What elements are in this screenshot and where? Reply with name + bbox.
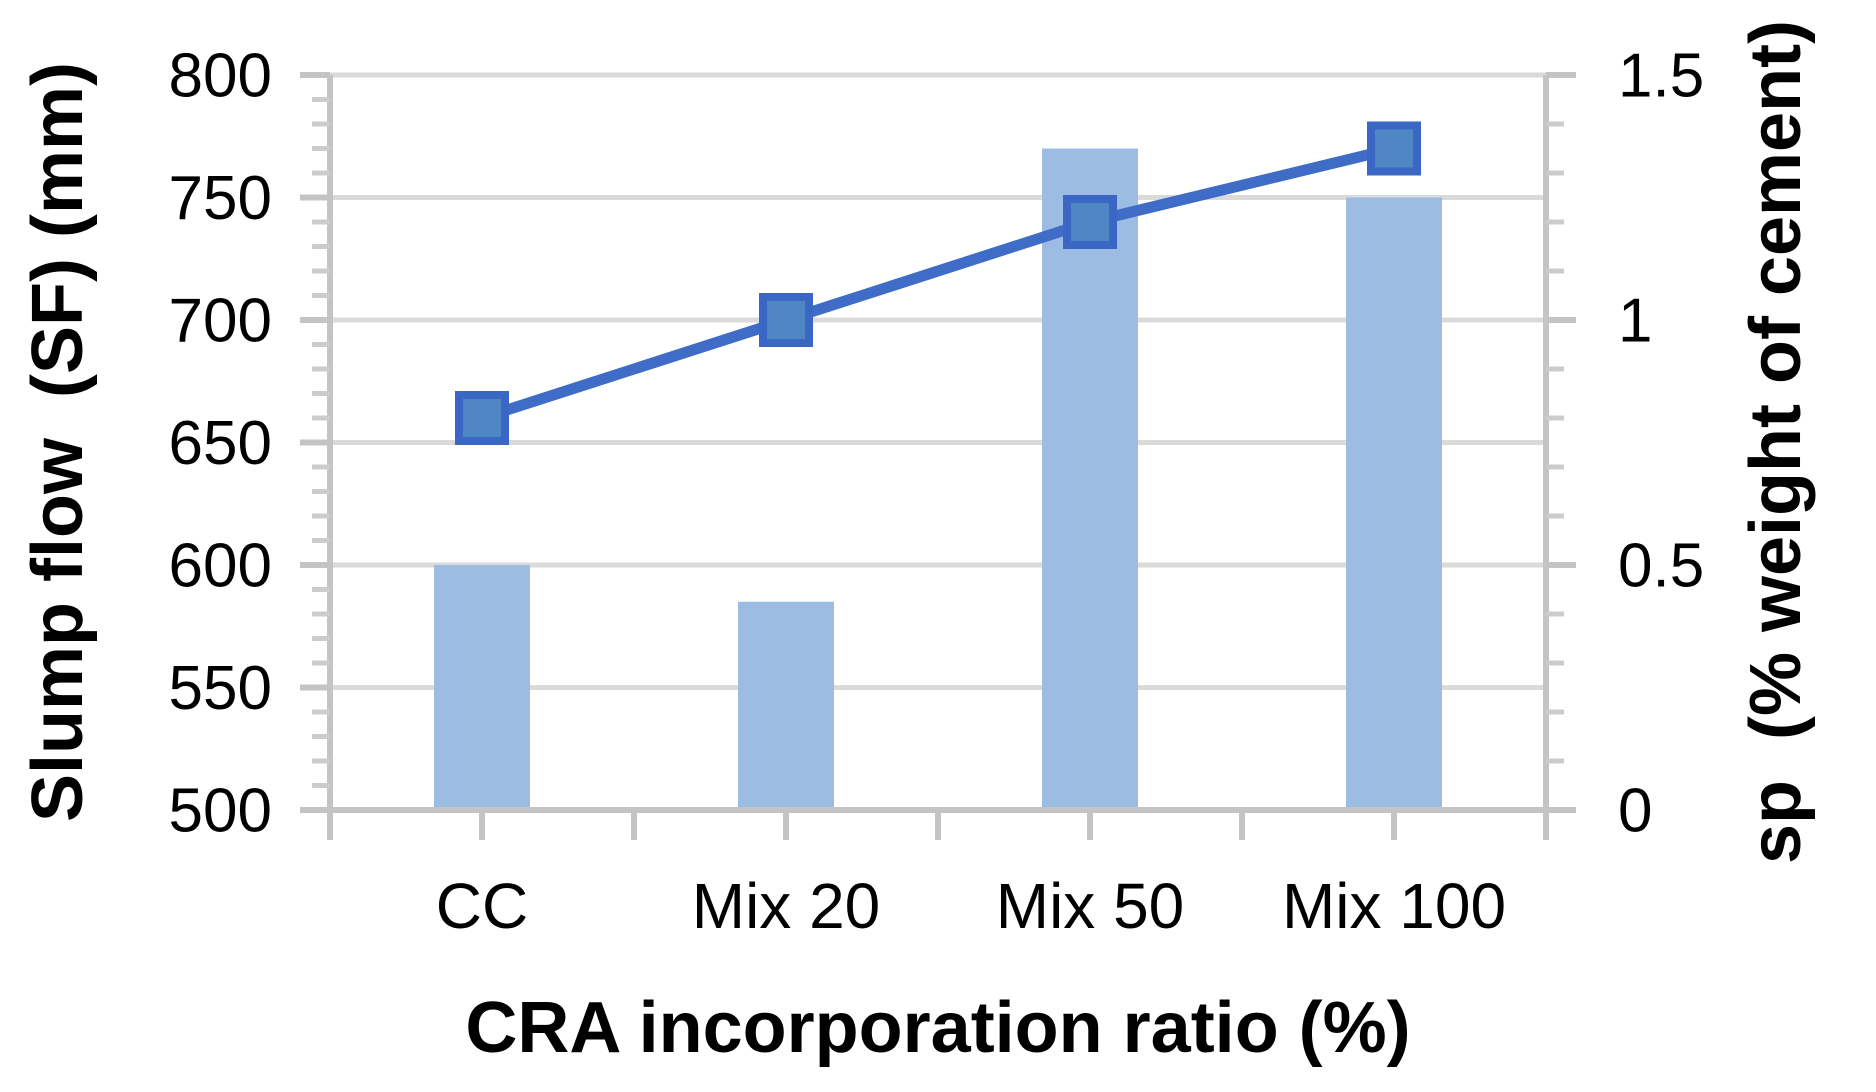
category-label-CC: CC xyxy=(436,870,528,942)
bar-series-layer xyxy=(434,148,1442,810)
right-tick-label: 0 xyxy=(1618,777,1652,846)
sp-marker-Mix 50 xyxy=(1063,195,1117,249)
right-tick-label: 0.5 xyxy=(1618,532,1704,601)
right-tick-label: 1.5 xyxy=(1618,42,1704,111)
left-tick-label: 750 xyxy=(169,164,272,233)
sp-marker-Mix 20 xyxy=(759,293,813,347)
left-tick-label: 700 xyxy=(169,287,272,356)
left-tick-label: 500 xyxy=(169,777,272,846)
sp-marker-CC xyxy=(455,391,509,445)
left-tick-label: 600 xyxy=(169,532,272,601)
left-tick-label: 800 xyxy=(169,42,272,111)
axes-layer xyxy=(300,72,1576,840)
bar-Mix 20 xyxy=(738,601,834,810)
tick-labels-layer: 800 750 700 650 600 550 500 1.5 1 0.5 0 CC Mix 20 Mix… xyxy=(169,42,1705,942)
bar-Mix 50 xyxy=(1042,148,1138,810)
left-tick-label: 650 xyxy=(169,409,272,478)
category-label-Mix 50: Mix 50 xyxy=(996,870,1185,942)
bar-Mix 100 xyxy=(1346,197,1442,810)
category-label-Mix 100: Mix 100 xyxy=(1282,870,1506,942)
sp-line xyxy=(480,143,1396,424)
sp-marker-Mix 100 xyxy=(1367,121,1421,176)
x-axis-title: CRA incorporation ratio (%) xyxy=(465,988,1410,1068)
right-tick-label: 1 xyxy=(1618,287,1652,356)
left-tick-label: 550 xyxy=(169,654,272,723)
category-label-Mix 20: Mix 20 xyxy=(692,870,881,942)
bar-CC xyxy=(434,565,530,810)
line-series-layer xyxy=(455,121,1421,445)
right-axis-title: sp (% weight of cement) xyxy=(1736,20,1816,864)
left-axis-title: Slump flow (SF) (mm) xyxy=(18,62,98,822)
